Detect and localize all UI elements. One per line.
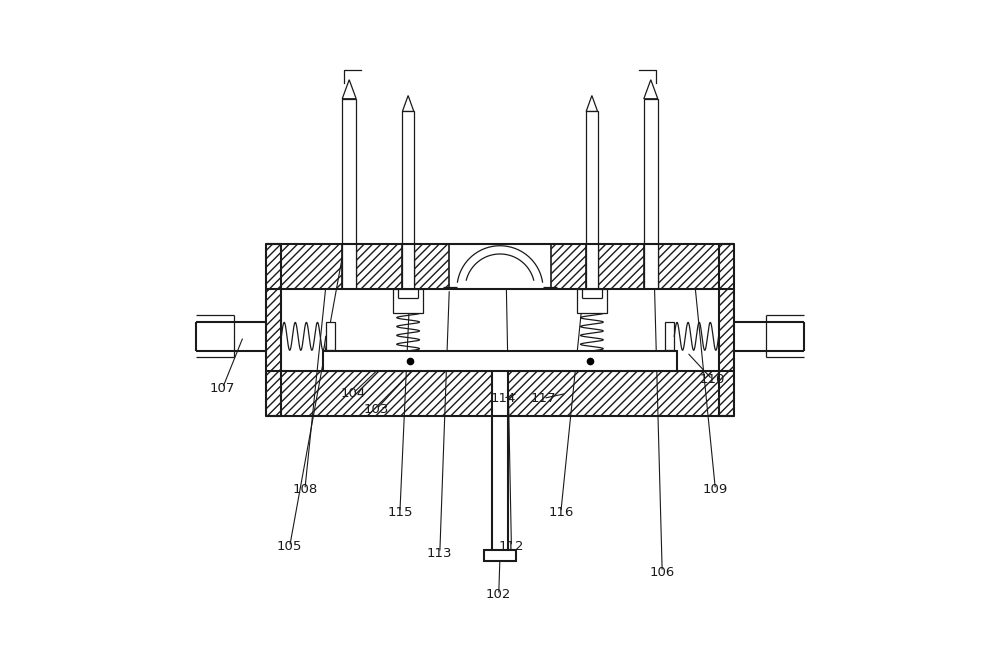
Text: 102: 102: [486, 588, 511, 601]
Bar: [484, 550, 516, 561]
Text: 104: 104: [340, 387, 366, 400]
Bar: [266, 371, 281, 416]
Bar: [342, 244, 356, 289]
Text: 112: 112: [499, 540, 524, 553]
Bar: [719, 371, 734, 416]
Bar: [281, 371, 323, 416]
Text: 117: 117: [530, 392, 556, 405]
Bar: [414, 244, 449, 289]
Text: 103: 103: [364, 403, 389, 416]
Polygon shape: [586, 96, 598, 112]
Bar: [658, 244, 734, 289]
Bar: [342, 99, 356, 244]
Polygon shape: [342, 80, 356, 99]
Bar: [665, 322, 674, 350]
Polygon shape: [644, 80, 658, 99]
Text: 106: 106: [650, 566, 675, 579]
Bar: [508, 371, 719, 416]
Polygon shape: [402, 96, 414, 112]
Bar: [323, 351, 677, 371]
Bar: [356, 244, 402, 289]
Bar: [586, 112, 598, 244]
Text: 108: 108: [292, 483, 317, 496]
Bar: [281, 371, 492, 416]
Bar: [266, 244, 342, 289]
Bar: [266, 244, 281, 416]
Bar: [492, 416, 508, 555]
Text: 113: 113: [427, 546, 453, 560]
Bar: [598, 244, 644, 289]
Bar: [551, 244, 586, 289]
Text: 110: 110: [700, 373, 725, 386]
Text: 109: 109: [703, 483, 728, 496]
Text: 115: 115: [387, 506, 413, 519]
Text: 116: 116: [548, 506, 574, 519]
Bar: [326, 322, 335, 350]
Text: 114: 114: [490, 392, 516, 405]
Text: 107: 107: [210, 381, 235, 395]
Bar: [586, 244, 598, 289]
Bar: [644, 244, 658, 289]
Text: 105: 105: [277, 540, 302, 553]
Bar: [393, 289, 423, 313]
Bar: [644, 99, 658, 244]
Bar: [719, 244, 734, 416]
Bar: [402, 112, 414, 244]
Bar: [402, 244, 414, 289]
Bar: [577, 289, 607, 313]
